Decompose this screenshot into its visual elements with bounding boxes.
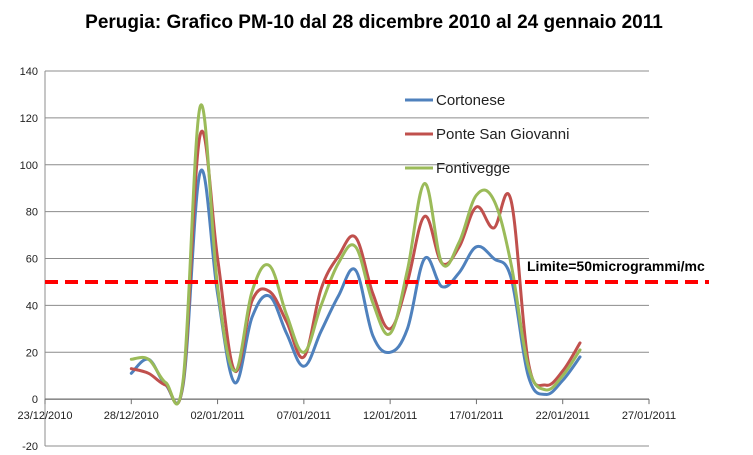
y-tick-label: 40 [26, 300, 38, 312]
limit-line-group: Limite=50microgrammi/mc [45, 258, 709, 284]
y-tick-label: 20 [26, 347, 38, 359]
y-tick-label: 100 [20, 160, 38, 172]
series-lines [129, 103, 582, 406]
legend-label-fontivegge: Fontivegge [436, 160, 510, 177]
y-tick-label: 80 [26, 207, 38, 219]
x-tick-label: 17/01/2011 [449, 410, 503, 422]
x-tick-label: 02/01/2011 [190, 410, 244, 422]
x-tick-labels: 23/12/2010 28/12/2010 02/01/2011 07/01/2011… [17, 410, 676, 422]
y-tick-label: -20 [22, 441, 38, 453]
chart-title: Perugia: Grafico PM-10 dal 28 dicembre 2… [85, 12, 663, 33]
legend-label-cortonese: Cortonese [436, 92, 505, 109]
legend-label-ponte-san-giovanni: Ponte San Giovanni [436, 126, 569, 143]
y-tick-label: 60 [26, 254, 38, 266]
series-line-cortonese [129, 168, 582, 405]
y-tick-labels: -20 0 20 40 60 80 100 120 140 [20, 66, 38, 453]
y-tick-label: 120 [20, 113, 38, 125]
y-tick-label: 0 [32, 394, 38, 406]
y-tick-label: 140 [20, 66, 38, 78]
x-tick-label: 07/01/2011 [277, 410, 331, 422]
series-line-ponte-san-giovanni [129, 129, 582, 406]
x-tick-label: 22/01/2011 [536, 410, 590, 422]
x-tick-label: 27/01/2011 [622, 410, 676, 422]
series-line-fontivegge [129, 103, 582, 406]
x-tick-label: 28/12/2010 [104, 410, 159, 422]
limit-label: Limite=50microgrammi/mc [527, 258, 705, 274]
x-tick-label: 23/12/2010 [17, 410, 72, 422]
axes [44, 71, 650, 446]
x-tick-label: 12/01/2011 [363, 410, 417, 422]
legend: Cortonese Ponte San Giovanni Fontivegge [405, 92, 569, 177]
